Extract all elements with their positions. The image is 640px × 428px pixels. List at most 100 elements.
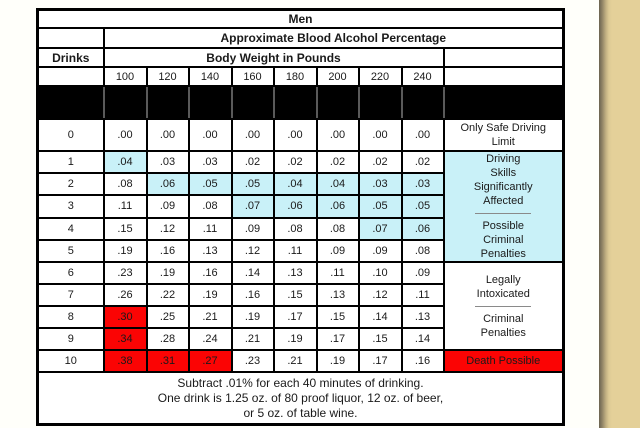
bac-value-cell: .13 — [315, 283, 360, 307]
bac-value-cell: .03 — [187, 149, 233, 175]
bac-value-cell: .19 — [315, 349, 360, 373]
black-separator-row — [36, 85, 565, 120]
risk-label-divider — [475, 213, 532, 214]
bac-value-cell: .19 — [102, 238, 148, 264]
bac-row-3: 3.11.09.08.07.06.06.05.05 — [36, 194, 564, 219]
risk-label-cell: Legally Intoxicated Criminal Penalties — [442, 261, 565, 351]
black-band-cell — [357, 85, 403, 120]
bac-value-cell: .00 — [315, 118, 360, 152]
bac-value-cell: .08 — [315, 216, 360, 241]
risk-label-cell: Driving Skills Significantly Affected Possib… — [442, 150, 565, 263]
drinks-count-cell: 1 — [36, 149, 105, 175]
bac-value-cell: .17 — [272, 305, 318, 329]
body-weight-header: Body Weight in Pounds — [102, 47, 445, 68]
black-band-cell — [230, 85, 275, 120]
footnote-line-2: One drink is 1.25 oz. of 80 proof liquor… — [157, 390, 444, 405]
bac-value-cell: .15 — [315, 305, 360, 329]
bac-value-cell: .08 — [400, 238, 445, 264]
weights-row: 100 120 140 160 180 200 220 240 — [36, 66, 565, 87]
bac-value-cell: .31 — [145, 349, 190, 373]
bac-value-cell: .05 — [187, 172, 233, 197]
table-title-row: Men — [36, 8, 565, 29]
risk-label-divider — [475, 305, 532, 307]
risk-label-text: Criminal Penalties — [480, 312, 526, 339]
bac-value-cell: .11 — [102, 194, 148, 219]
bac-value-cell: .02 — [400, 149, 445, 175]
bac-row-8: 8.30.25.21.19.17.15.14.13 — [36, 305, 564, 329]
footnote-line-3: or 5 oz. of table wine. — [243, 405, 358, 420]
bac-value-cell: .09 — [315, 238, 360, 264]
bac-value-cell: .21 — [187, 305, 233, 329]
bac-value-cell: .07 — [230, 194, 275, 219]
bac-value-cell: .38 — [102, 349, 148, 373]
column-headers-row: Drinks Body Weight in Pounds — [36, 47, 565, 68]
bac-value-cell: .21 — [230, 327, 275, 351]
bac-value-cell: .19 — [145, 261, 190, 285]
bac-value-cell: .00 — [357, 118, 403, 152]
bac-value-cell: .19 — [187, 283, 233, 307]
bac-row-5: 5.19.16.13.12.11.09.09.08 — [36, 238, 564, 264]
bac-value-cell: .02 — [357, 149, 403, 175]
bac-value-cell: .16 — [187, 261, 233, 285]
drinks-count-cell: 9 — [36, 327, 105, 351]
black-band-cell — [272, 85, 318, 120]
bac-row-1: 1.04.03.03.02.02.02.02.02 Driving Skills Si… — [36, 149, 565, 263]
weight-col-180: 180 — [272, 66, 318, 87]
bac-value-cell: .14 — [357, 305, 403, 329]
bac-value-cell: .11 — [187, 216, 233, 241]
drinks-header: Drinks — [36, 47, 105, 68]
bac-value-cell: .34 — [102, 327, 148, 351]
bac-value-cell: .13 — [187, 238, 233, 264]
bac-table-body: 0.00.00.00.00.00.00.00.00 Only Safe Drivi… — [36, 118, 565, 373]
bac-value-cell: .13 — [272, 261, 318, 285]
drinks-count-cell: 10 — [36, 349, 105, 373]
bac-value-cell: .05 — [357, 194, 403, 219]
black-band-cell — [315, 85, 360, 120]
bac-value-cell: .00 — [145, 118, 190, 152]
weight-col-120: 120 — [145, 66, 190, 87]
bac-value-cell: .03 — [145, 149, 190, 175]
bac-value-cell: .09 — [357, 238, 403, 264]
bac-value-cell: .13 — [400, 305, 445, 329]
bac-row-6: 6.23.19.16.14.13.11.10.09 Legally Intoxica… — [36, 261, 565, 351]
bac-value-cell: .14 — [230, 261, 275, 285]
bac-value-cell: .23 — [102, 261, 148, 285]
bac-value-cell: .12 — [357, 283, 403, 307]
bac-value-cell: .00 — [102, 118, 148, 152]
bac-value-cell: .04 — [102, 149, 148, 175]
drinks-count-cell: 0 — [36, 118, 105, 152]
bac-value-cell: .11 — [272, 238, 318, 264]
bac-value-cell: .09 — [230, 216, 275, 241]
drinks-count-cell: 3 — [36, 194, 105, 219]
bac-value-cell: .12 — [145, 216, 190, 241]
drinks-count-cell: 4 — [36, 216, 105, 241]
black-band-cell — [400, 85, 445, 120]
bac-value-cell: .05 — [400, 194, 445, 219]
bac-value-cell: .03 — [357, 172, 403, 197]
black-band-cell — [187, 85, 233, 120]
weight-col-100: 100 — [102, 66, 148, 87]
bac-row-0: 0.00.00.00.00.00.00.00.00 Only Safe Drivi… — [36, 118, 565, 152]
bac-value-cell: .00 — [400, 118, 445, 152]
bac-value-cell: .25 — [145, 305, 190, 329]
page-edge-strip — [599, 0, 640, 428]
bac-value-cell: .22 — [145, 283, 190, 307]
bac-chart-table: Men Approximate Blood Alcohol Percentage… — [36, 8, 565, 426]
bac-row-7: 7.26.22.19.16.15.13.12.11 — [36, 283, 564, 307]
bac-value-cell: .19 — [272, 327, 318, 351]
risk-label-cell: Death Possible — [442, 349, 565, 373]
drinks-count-cell: 7 — [36, 283, 105, 307]
bac-value-cell: .06 — [315, 194, 360, 219]
bac-value-cell: .02 — [230, 149, 275, 175]
bac-value-cell: .16 — [145, 238, 190, 264]
black-band-cell — [36, 85, 105, 120]
bac-value-cell: .23 — [230, 349, 275, 373]
empty-weight-cell — [442, 66, 565, 87]
weight-col-160: 160 — [230, 66, 275, 87]
bac-value-cell: .12 — [230, 238, 275, 264]
bac-value-cell: .04 — [315, 172, 360, 197]
bac-value-cell: .00 — [272, 118, 318, 152]
bac-value-cell: .28 — [145, 327, 190, 351]
risk-label-text: Only Safe Driving Limit — [460, 122, 547, 148]
